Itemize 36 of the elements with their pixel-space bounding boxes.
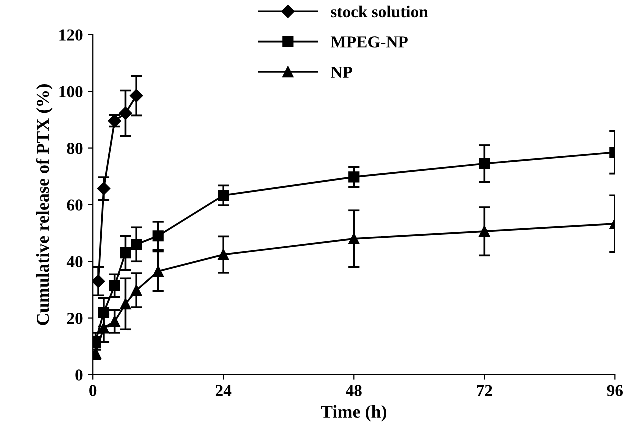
legend-label: NP [330,66,352,78]
point [479,226,490,238]
point [348,172,360,183]
x-tick-label: 24 [216,385,232,396]
y-tick-label: 0 [76,370,83,381]
y-axis-title: Cumulative release of PTX (%) [36,84,53,326]
point [348,233,360,245]
point [93,274,106,288]
y-tick-label: 80 [67,142,83,154]
point [130,89,144,102]
point [152,266,164,278]
point [152,230,164,242]
x-tick-label: 0 [90,385,97,396]
x-axis-title: Time (h) [321,405,387,422]
point [131,239,142,250]
y-tick-label: 100 [60,86,83,98]
point [120,298,132,310]
point [98,322,110,334]
y-tick-label: 20 [67,312,83,324]
point [109,280,120,292]
legend-label: stock solution [331,6,428,18]
y-tick-label: 60 [67,200,83,211]
x-tick-label: 72 [477,385,492,396]
x-tick-label: 48 [346,385,362,396]
legend-label: MPEG-NP [330,36,408,48]
point [479,158,490,170]
point [97,182,111,196]
point [131,284,142,296]
point [218,190,230,202]
y-tick-label: 120 [60,30,83,41]
x-tick-label: 96 [607,385,624,396]
y-tick-label: 40 [66,256,83,268]
point [119,106,132,120]
point [218,249,230,260]
point [120,248,132,259]
point [109,316,120,328]
